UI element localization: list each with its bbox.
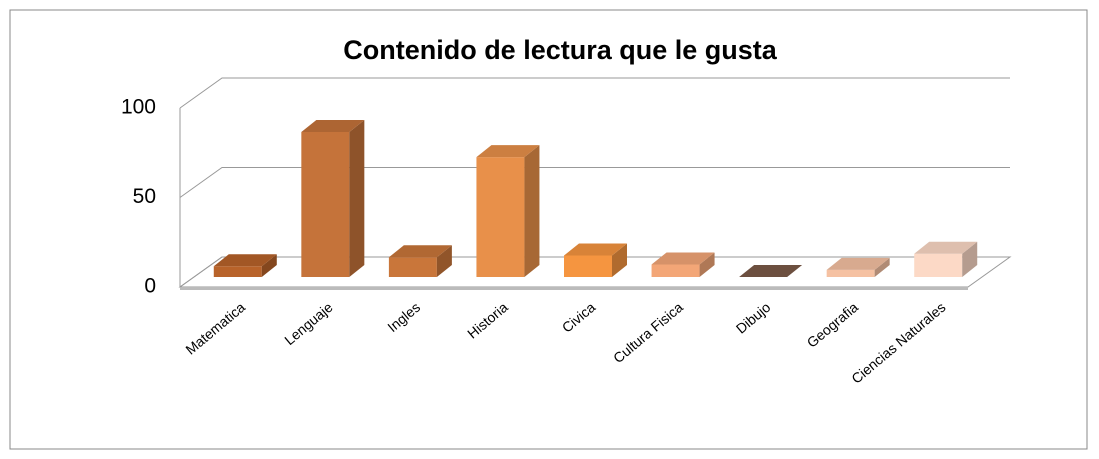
- floor-shadow: [180, 287, 968, 290]
- bar-face: [739, 265, 803, 277]
- bar-face: [699, 252, 715, 277]
- bar-face: [349, 120, 365, 277]
- chart-border: [9, 9, 1088, 450]
- y-tick-label: 100: [121, 96, 156, 119]
- bar-face: [962, 241, 978, 277]
- bar-face: [874, 257, 890, 277]
- bar: [213, 254, 277, 277]
- bar-face: [436, 245, 452, 277]
- bar: [388, 245, 452, 277]
- bar-face: [651, 264, 700, 277]
- bar-face: [524, 145, 540, 277]
- bar: [651, 252, 715, 277]
- bar: [826, 257, 890, 277]
- bar: [564, 243, 627, 277]
- bar-face: [261, 254, 277, 277]
- bar-face: [213, 266, 262, 277]
- chart-title: Contenido de lectura que le gusta: [343, 35, 778, 65]
- bar-face: [564, 255, 612, 277]
- bar-face: [914, 241, 978, 254]
- bar-face: [564, 243, 627, 256]
- grid-line: [179, 77, 1010, 109]
- bar: [914, 241, 978, 277]
- bar-face: [476, 145, 540, 158]
- bar-face: [826, 269, 875, 277]
- bar-face: [301, 132, 350, 277]
- y-tick-label: 50: [133, 185, 156, 208]
- bar-face: [388, 257, 437, 277]
- bar: [301, 120, 365, 277]
- bar-face: [612, 243, 627, 277]
- y-tick-label: 0: [144, 275, 156, 298]
- bar: [476, 145, 540, 277]
- grid-line: [179, 256, 1010, 288]
- bar-face: [476, 157, 525, 277]
- bar: [739, 265, 803, 277]
- bar-face: [914, 253, 963, 277]
- bar-face: [388, 245, 452, 258]
- bar-face: [301, 120, 365, 133]
- grid-line: [179, 167, 1010, 198]
- bar-face: [651, 252, 715, 265]
- bar-face: [213, 254, 277, 267]
- bar-face: [826, 257, 890, 270]
